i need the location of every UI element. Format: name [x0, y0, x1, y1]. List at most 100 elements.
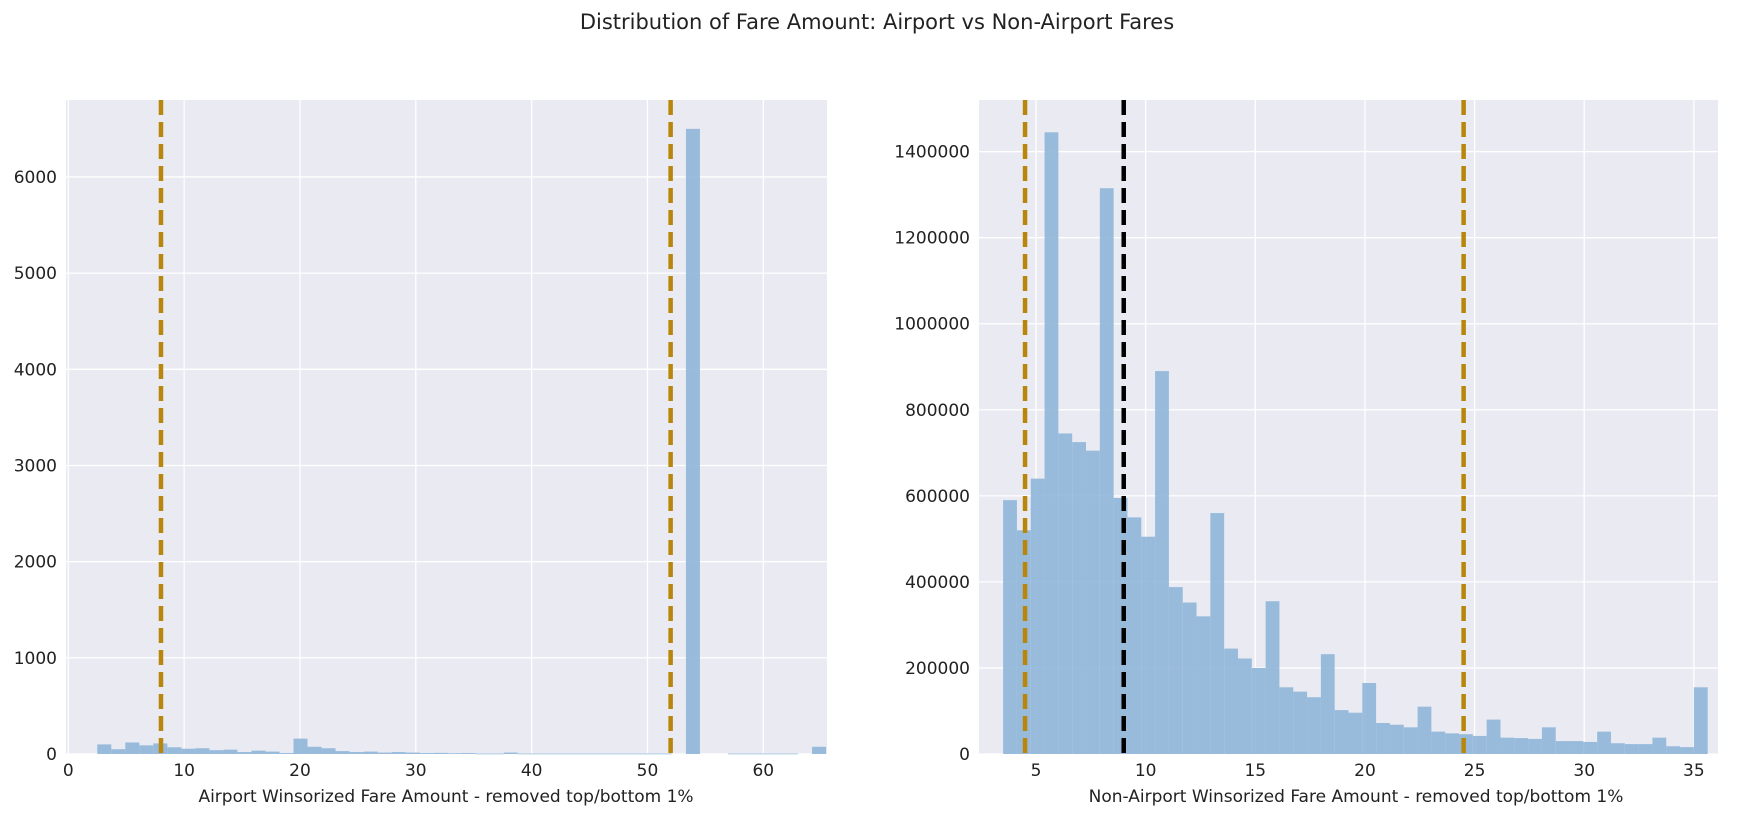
non-airport-y-tick-label: 1200000 [894, 229, 970, 249]
airport-y-tick-label: 6000 [14, 168, 57, 188]
airport-histogram-bar [559, 753, 574, 755]
airport-histogram-bar [419, 753, 434, 754]
airport-histogram-bar [615, 753, 630, 755]
non-airport-histogram-bar [1569, 741, 1584, 754]
airport-x-tick-label: 60 [752, 761, 774, 781]
airport-histogram-bar [279, 753, 294, 754]
non-airport-histogram-bar [1237, 658, 1252, 754]
non-airport-histogram-bar [1514, 738, 1529, 754]
non-airport-histogram-bar [1362, 683, 1377, 754]
airport-histogram-bar [307, 746, 322, 754]
non-airport-histogram-bar [1666, 746, 1681, 754]
airport-histogram-bar [349, 752, 364, 754]
non-airport-histogram-panel: 5 10 15 20 25 30 35 0 200000 400000 600000 800000 10… [894, 100, 1718, 807]
non-airport-x-tick-label: 35 [1683, 761, 1705, 781]
non-airport-histogram-bar [1210, 513, 1225, 754]
airport-histogram-bar [475, 753, 490, 755]
airport-histogram-bar [770, 753, 785, 755]
non-airport-histogram-bar [1528, 738, 1542, 754]
non-airport-histogram-bar [1597, 731, 1611, 754]
non-airport-histogram-bar [1293, 691, 1308, 754]
airport-histogram-bar [181, 748, 196, 754]
airport-histogram-bar [784, 753, 799, 755]
non-airport-y-tick-label: 400000 [905, 573, 970, 593]
airport-x-tick-label: 0 [63, 761, 74, 781]
non-airport-histogram-bar [1086, 450, 1100, 754]
non-airport-histogram-bar [1265, 601, 1280, 754]
non-airport-histogram-bar [1058, 433, 1073, 754]
non-airport-histogram-bar [1652, 737, 1667, 754]
non-airport-histogram-bar [1168, 587, 1183, 754]
non-airport-y-tick-label: 200000 [905, 659, 970, 679]
airport-histogram-bar [139, 745, 154, 754]
airport-y-tick-label: 4000 [14, 360, 57, 380]
non-airport-histogram-bar [1334, 710, 1349, 754]
airport-histogram-bar [657, 753, 672, 755]
airport-x-tick-label: 20 [289, 761, 311, 781]
non-airport-histogram-bar [1583, 741, 1598, 754]
airport-y-tick-label: 5000 [14, 264, 57, 284]
airport-histogram-bar [293, 738, 308, 754]
non-airport-histogram-bar [1431, 731, 1446, 754]
non-airport-histogram-bar [1389, 724, 1404, 754]
non-airport-histogram-bar [1376, 723, 1390, 754]
non-airport-x-tick-label: 10 [1135, 761, 1157, 781]
non-airport-histogram-bar [1459, 734, 1473, 754]
non-airport-y-tick-label: 600000 [905, 487, 970, 507]
airport-histogram-bar [321, 748, 336, 754]
airport-histogram-bar [601, 753, 616, 755]
non-airport-histogram-bar [1279, 687, 1294, 754]
non-airport-histogram-bar [1472, 735, 1487, 754]
airport-histogram-bar [391, 752, 406, 754]
non-airport-y-tick-label: 800000 [905, 401, 970, 421]
airport-histogram-bar [405, 752, 420, 754]
non-airport-histogram-bar [1113, 497, 1128, 754]
airport-histogram-bar [685, 128, 700, 755]
non-airport-histogram-bar [1044, 132, 1059, 755]
airport-histogram-bar [97, 744, 112, 754]
non-airport-histogram-bar [1251, 667, 1266, 754]
non-airport-histogram-bar [1486, 719, 1501, 754]
non-airport-x-tick-label: 30 [1573, 761, 1595, 781]
airport-x-tick-label: 10 [173, 761, 195, 781]
non-airport-histogram-bar [1072, 442, 1087, 754]
airport-histogram-bar [251, 750, 266, 754]
non-airport-histogram-bar [1403, 727, 1418, 754]
airport-histogram-panel: 0 10 20 30 40 50 60 0 1000 2000 3000 4000 5000 6000 Ai… [14, 100, 827, 807]
non-airport-histogram-bar [1307, 697, 1321, 754]
airport-histogram-bar [461, 753, 476, 754]
non-airport-histogram-bar [1348, 712, 1363, 754]
non-airport-histogram-bar [1182, 602, 1197, 754]
non-airport-histogram-bar [1624, 744, 1639, 754]
airport-histogram-bar [195, 748, 210, 754]
airport-x-tick-label: 40 [521, 761, 543, 781]
airport-histogram-bar [531, 753, 546, 755]
non-airport-histogram-bar [1127, 517, 1142, 754]
airport-histogram-bar [111, 749, 126, 754]
airport-histogram-bar [643, 753, 658, 755]
non-airport-histogram-bar [1003, 500, 1017, 754]
figure-title: Distribution of Fare Amount: Airport vs … [579, 10, 1175, 34]
airport-histogram-bar [447, 753, 462, 755]
airport-histogram-bar [209, 750, 224, 754]
non-airport-x-axis-label: Non-Airport Winsorized Fare Amount - rem… [1089, 787, 1624, 807]
non-airport-histogram-bar [1610, 743, 1625, 754]
airport-histogram-bar [587, 753, 602, 755]
airport-histogram-bar [265, 751, 280, 754]
non-airport-histogram-bar [1155, 371, 1169, 754]
non-airport-histogram-bar [1417, 706, 1432, 754]
airport-histogram-bar [377, 752, 392, 754]
non-airport-histogram-bar [1555, 741, 1570, 754]
non-airport-histogram-bar [1141, 536, 1156, 754]
airport-plot-area [66, 100, 827, 754]
non-airport-x-tick-label: 5 [1031, 761, 1042, 781]
non-airport-histogram-bar [1030, 478, 1045, 754]
airport-x-axis-label: Airport Winsorized Fare Amount - removed… [198, 787, 693, 807]
non-airport-histogram-bar [1500, 737, 1515, 754]
non-airport-histogram-bar [1445, 733, 1460, 754]
airport-y-tick-label: 2000 [14, 553, 57, 573]
airport-histogram-bar [125, 742, 140, 754]
airport-y-tick-label: 1000 [14, 649, 57, 669]
airport-histogram-bar [237, 752, 252, 754]
